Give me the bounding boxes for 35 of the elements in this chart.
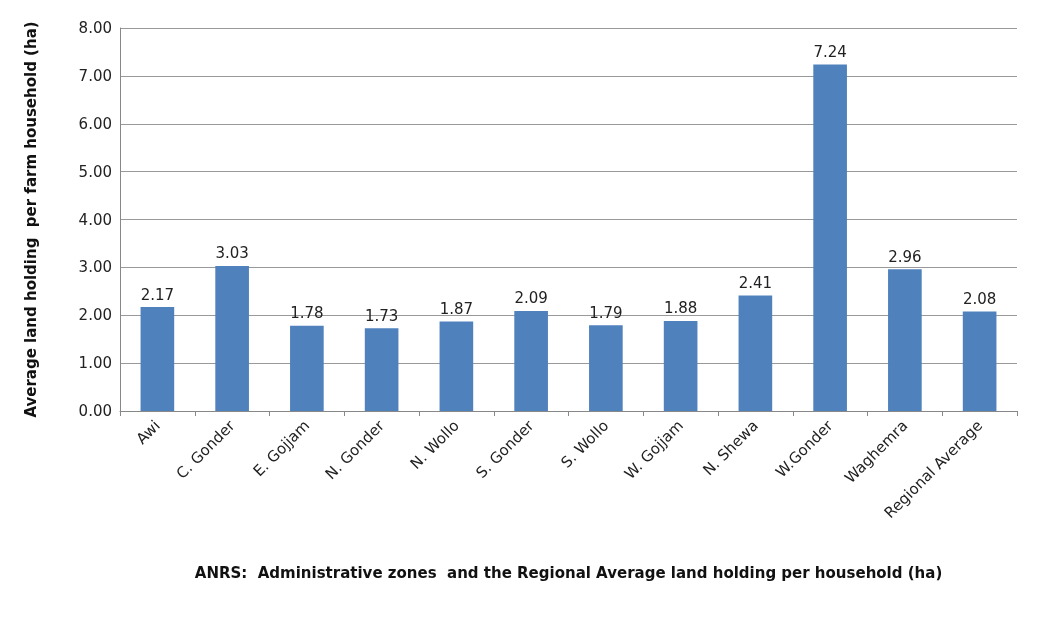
bar — [738, 295, 773, 411]
bar — [663, 321, 698, 411]
y-tick-label: 4.00 — [78, 210, 112, 229]
bar — [439, 321, 474, 411]
y-tick-label: 0.00 — [78, 402, 112, 420]
data-label: 1.87 — [439, 299, 474, 318]
data-label: 3.03 — [215, 244, 249, 263]
bar — [215, 265, 249, 411]
data-label: 2.08 — [962, 289, 997, 308]
data-label: 1.88 — [663, 299, 698, 318]
y-tick-label: 7.00 — [78, 66, 112, 85]
bar — [962, 311, 997, 411]
data-label: 2.17 — [140, 285, 175, 304]
data-label: 1.73 — [364, 306, 399, 325]
y-tick-label: 6.00 — [78, 114, 112, 133]
y-tick-label: 5.00 — [78, 162, 112, 181]
data-label: 7.24 — [813, 42, 847, 61]
data-label: 2.41 — [738, 274, 773, 293]
bar — [514, 310, 548, 411]
bar — [140, 307, 175, 411]
bar — [888, 269, 922, 411]
y-tick-label: 2.00 — [78, 306, 112, 325]
y-axis-title: Average land holding per farm household (ha) — [21, 21, 40, 418]
bar — [813, 64, 847, 411]
x-axis-title: ANRS: Administrative zones and the Regional Average land holding per household (ha) — [194, 564, 943, 582]
y-tick-label: 1.00 — [78, 354, 112, 373]
data-label: 1.78 — [290, 304, 324, 323]
y-tick-label: 3.00 — [78, 258, 112, 277]
y-tick-label: 8.00 — [78, 19, 112, 37]
data-label: 2.09 — [514, 289, 548, 308]
bar — [290, 325, 324, 411]
bar — [364, 328, 399, 411]
data-label: 1.79 — [589, 303, 623, 322]
data-label: 2.96 — [888, 247, 922, 266]
bar — [589, 325, 623, 411]
